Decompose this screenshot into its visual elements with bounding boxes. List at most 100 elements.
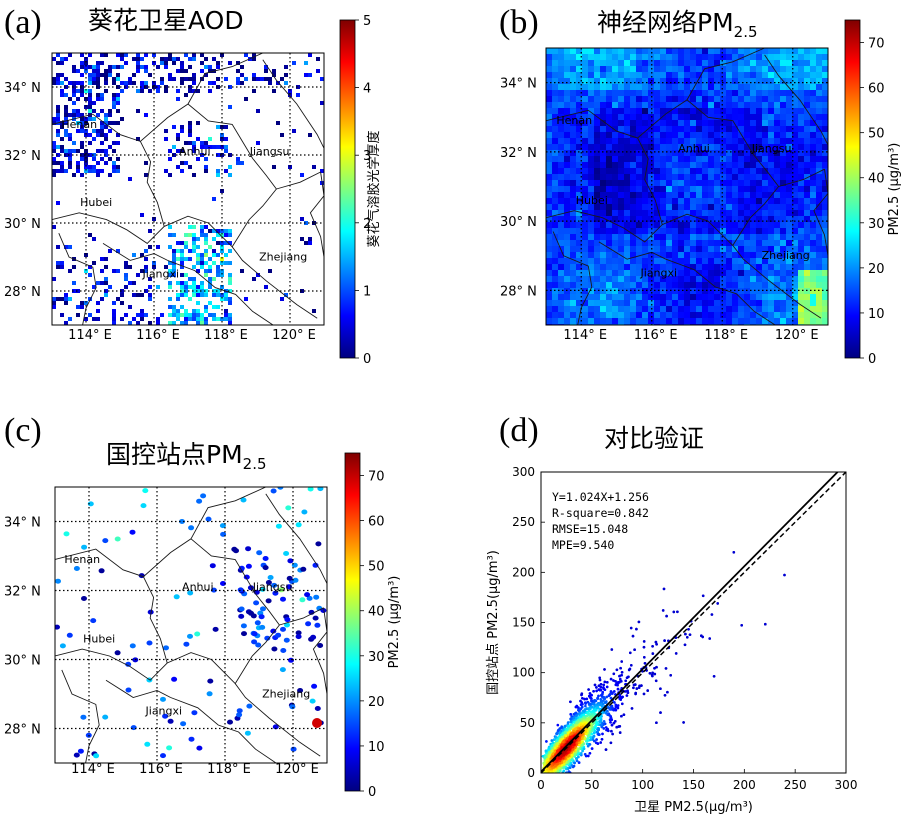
pm25-pixel: [618, 282, 625, 289]
pm25-pixel: [786, 72, 793, 79]
pm25-pixel: [756, 240, 763, 247]
pm25-pixel: [576, 312, 583, 319]
aod-pixel: [76, 129, 80, 133]
pm25-pixel: [798, 138, 805, 145]
pm25-pixel: [768, 120, 775, 127]
pm25-pixel: [600, 282, 607, 289]
aod-pixel: [56, 201, 60, 205]
pm25-pixel: [672, 180, 679, 187]
aod-pixel: [208, 89, 212, 93]
pm25-pixel: [600, 288, 607, 295]
pm25-pixel: [822, 114, 828, 121]
pm25-pixel: [642, 294, 649, 301]
aod-pixel: [80, 129, 84, 133]
aod-pixel: [64, 321, 68, 325]
station-point: [241, 631, 247, 637]
pm25-pixel: [702, 240, 709, 247]
aod-pixel: [100, 129, 104, 133]
pm25-pixel: [612, 126, 619, 133]
pm25-pixel: [732, 48, 739, 55]
aod-pixel: [216, 273, 220, 277]
pm25-pixel: [666, 102, 673, 109]
aod-pixel: [200, 317, 204, 321]
aod-pixel: [188, 285, 192, 289]
pm25-pixel: [744, 150, 751, 157]
aod-pixel: [268, 269, 272, 273]
pm25-pixel: [696, 240, 703, 247]
pm25-pixel: [696, 162, 703, 169]
pm25-pixel: [594, 174, 601, 181]
aod-pixel: [100, 53, 104, 57]
pm25-pixel: [594, 264, 601, 271]
pm25-pixel: [564, 198, 571, 205]
aod-pixel: [124, 61, 128, 65]
pm25-pixel: [804, 48, 811, 55]
pm25-pixel: [762, 132, 769, 139]
pm25-pixel: [666, 174, 673, 181]
pm25-pixel: [768, 72, 775, 79]
pm25-pixel: [666, 150, 673, 157]
pm25-pixel: [612, 48, 619, 55]
aod-pixel: [184, 77, 188, 81]
station-point: [162, 713, 169, 719]
aod-pixel: [236, 161, 240, 165]
pm25-pixel: [792, 288, 799, 295]
pm25-pixel: [600, 90, 607, 97]
pm25-pixel: [570, 210, 577, 217]
pm25-pixel: [606, 72, 613, 79]
pm25-pixel: [798, 174, 805, 181]
pm25-pixel: [750, 204, 757, 211]
pm25-pixel: [636, 162, 643, 169]
pm25-pixel: [636, 252, 643, 259]
pm25-pixel: [756, 288, 763, 295]
pm25-pixel: [804, 264, 811, 271]
pm25-pixel: [786, 306, 793, 313]
pm25-pixel: [720, 84, 727, 91]
aod-pixel: [180, 281, 184, 285]
pm25-pixel: [786, 162, 793, 169]
pm25-pixel: [768, 258, 775, 265]
pm25-pixel: [810, 276, 817, 283]
pm25-pixel: [582, 228, 589, 235]
aod-pixel: [108, 173, 112, 177]
pm25-pixel: [648, 84, 655, 91]
pm25-pixel: [684, 228, 691, 235]
pm25-pixel: [750, 198, 757, 205]
pm25-pixel: [660, 246, 667, 253]
pm25-pixel: [756, 258, 763, 265]
pm25-pixel: [702, 264, 709, 271]
pm25-pixel: [726, 282, 733, 289]
pm25-pixel: [822, 318, 828, 325]
pm25-pixel: [804, 114, 811, 121]
pm25-pixel: [684, 72, 691, 79]
pm25-pixel: [564, 162, 571, 169]
pm25-pixel: [804, 312, 811, 319]
station-point: [146, 640, 153, 646]
pm25-pixel: [792, 150, 799, 157]
pm25-pixel: [564, 144, 571, 151]
aod-pixel: [84, 89, 88, 93]
aod-pixel: [100, 297, 104, 301]
pm25-pixel: [756, 282, 763, 289]
pm25-pixel: [660, 150, 667, 157]
aod-pixel: [208, 145, 212, 149]
aod-pixel: [188, 129, 192, 133]
pm25-pixel: [666, 318, 673, 325]
aod-pixel: [60, 57, 64, 61]
aod-pixel: [172, 321, 176, 325]
station-point: [93, 753, 100, 759]
pm25-pixel: [720, 288, 727, 295]
pm25-pixel: [684, 294, 691, 301]
pm25-pixel: [618, 138, 625, 145]
pm25-pixel: [570, 108, 577, 115]
aod-pixel: [72, 85, 76, 89]
pm25-pixel: [804, 198, 811, 205]
aod-pixel: [56, 153, 60, 157]
pm25-pixel: [786, 192, 793, 199]
pm25-pixel: [780, 60, 787, 67]
aod-pixel: [192, 277, 196, 281]
pm25-pixel: [756, 234, 763, 241]
pm25-pixel: [570, 162, 577, 169]
pm25-pixel: [594, 150, 601, 157]
pm25-pixel: [708, 96, 715, 103]
